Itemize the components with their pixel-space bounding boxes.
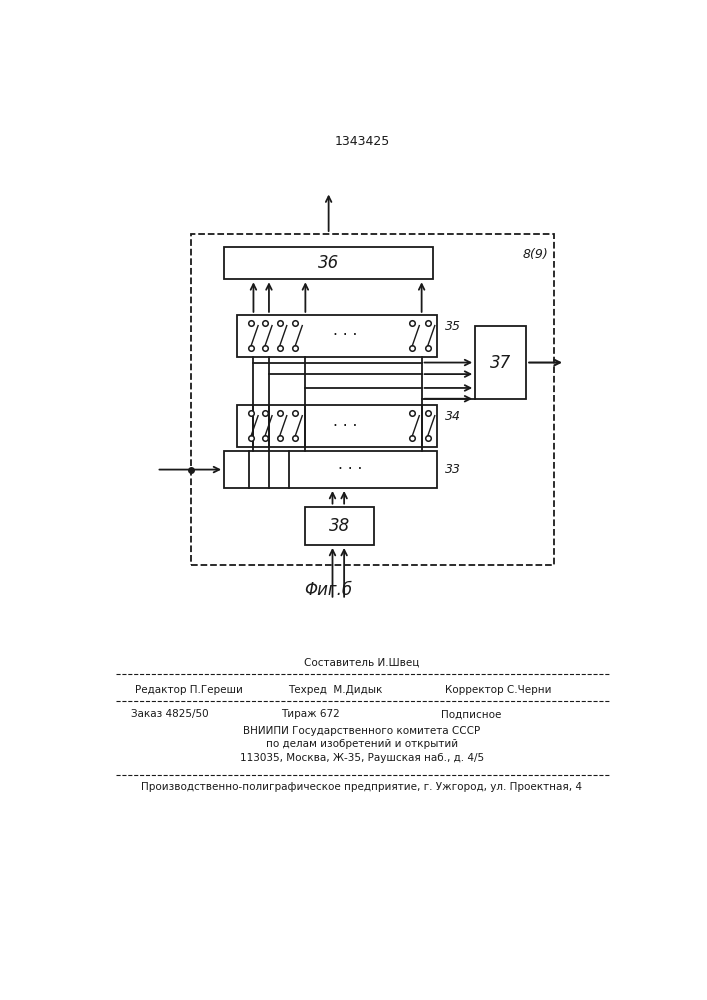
Bar bbox=[224, 247, 433, 279]
Bar bbox=[237, 315, 437, 357]
Bar bbox=[224, 451, 437, 488]
Text: Производственно-полиграфическое предприятие, г. Ужгород, ул. Проектная, 4: Производственно-полиграфическое предприя… bbox=[141, 782, 583, 792]
Bar bbox=[253, 357, 421, 405]
Text: 1343425: 1343425 bbox=[334, 135, 390, 148]
Text: 37: 37 bbox=[490, 354, 511, 372]
Text: ВНИИПИ Государственного комитета СССР: ВНИИПИ Государственного комитета СССР bbox=[243, 726, 481, 736]
Text: Составитель И.Швец: Составитель И.Швец bbox=[304, 658, 420, 668]
Text: Редактор П.Гереши: Редактор П.Гереши bbox=[135, 685, 243, 695]
Text: 38: 38 bbox=[329, 517, 350, 535]
Text: 35: 35 bbox=[445, 320, 461, 333]
Text: 8(9): 8(9) bbox=[522, 248, 548, 261]
Text: Тираж 672: Тираж 672 bbox=[281, 709, 339, 719]
Text: Техред  М.Дидык: Техред М.Дидык bbox=[288, 685, 382, 695]
Text: 33: 33 bbox=[445, 463, 461, 476]
Text: 36: 36 bbox=[318, 254, 339, 272]
Text: · · ·: · · · bbox=[333, 328, 357, 343]
Text: Корректор С.Черни: Корректор С.Черни bbox=[445, 685, 551, 695]
Text: · · ·: · · · bbox=[338, 462, 362, 477]
Text: Φиг.б: Φиг.б bbox=[305, 581, 353, 599]
Text: · · ·: · · · bbox=[333, 419, 357, 434]
Bar bbox=[237, 405, 437, 447]
Text: Подписное: Подписное bbox=[441, 709, 501, 719]
Text: Заказ 4825/50: Заказ 4825/50 bbox=[131, 709, 209, 719]
Text: 113035, Москва, Ж-35, Раушская наб., д. 4/5: 113035, Москва, Ж-35, Раушская наб., д. … bbox=[240, 753, 484, 763]
Bar bbox=[192, 234, 554, 565]
Bar bbox=[305, 507, 373, 545]
Bar bbox=[475, 326, 526, 399]
Text: по делам изобретений и открытий: по делам изобретений и открытий bbox=[266, 739, 458, 749]
Text: 34: 34 bbox=[445, 410, 461, 423]
